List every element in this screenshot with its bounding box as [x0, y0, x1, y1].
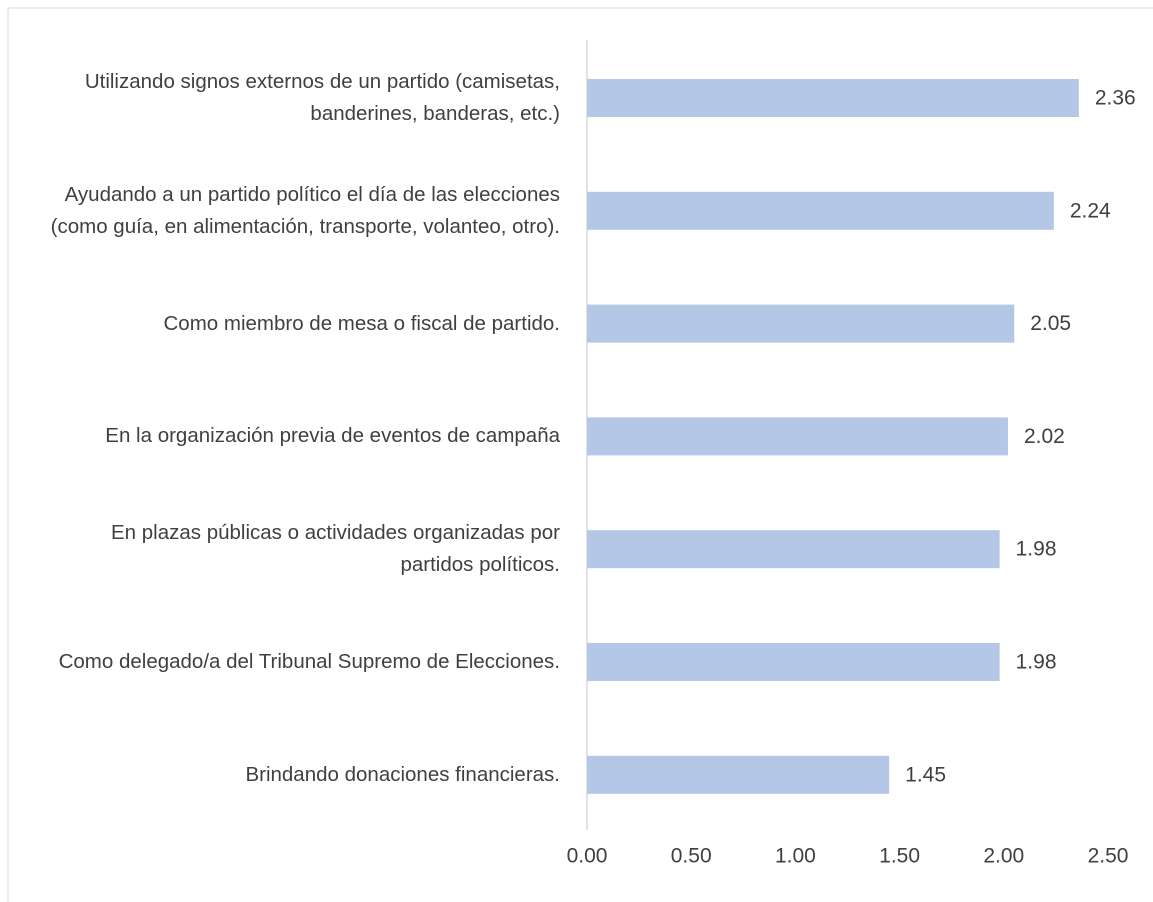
bar [587, 530, 1000, 569]
data-label: 2.24 [1070, 199, 1111, 222]
bar [587, 191, 1054, 230]
x-tick-label: 2.50 [1088, 845, 1129, 868]
category-label: Como miembro de mesa o fiscal de partido… [163, 311, 560, 335]
x-tick-label: 0.00 [567, 845, 608, 868]
data-label: 2.36 [1095, 87, 1136, 110]
data-label: 2.05 [1030, 312, 1071, 335]
x-tick-label: 2.00 [983, 845, 1024, 868]
category-label: Como delegado/a del Tribunal Supremo de … [58, 650, 560, 673]
bar [587, 304, 1015, 343]
category-label: En la organización previa de eventos de … [105, 424, 560, 448]
data-label: 1.98 [1016, 538, 1057, 561]
chart-frame [7, 7, 1153, 902]
bar [587, 643, 1000, 681]
data-label: 2.02 [1024, 425, 1065, 448]
category-label: Ayudando a un partido político el día de… [50, 182, 560, 238]
x-tick-label: 1.00 [775, 845, 816, 868]
bar [587, 755, 890, 794]
category-label: Brindando donaciones financieras. [245, 762, 560, 786]
data-label: 1.98 [1016, 651, 1057, 674]
category-label: En plazas públicas o actividades organiz… [111, 521, 560, 577]
data-label: 1.45 [905, 763, 946, 786]
bar [587, 417, 1008, 456]
category-label: Utilizando signos externos de un partido… [84, 70, 560, 125]
x-tick-label: 1.50 [879, 845, 920, 868]
bar [587, 79, 1079, 117]
x-tick-label: 0.50 [671, 845, 712, 868]
